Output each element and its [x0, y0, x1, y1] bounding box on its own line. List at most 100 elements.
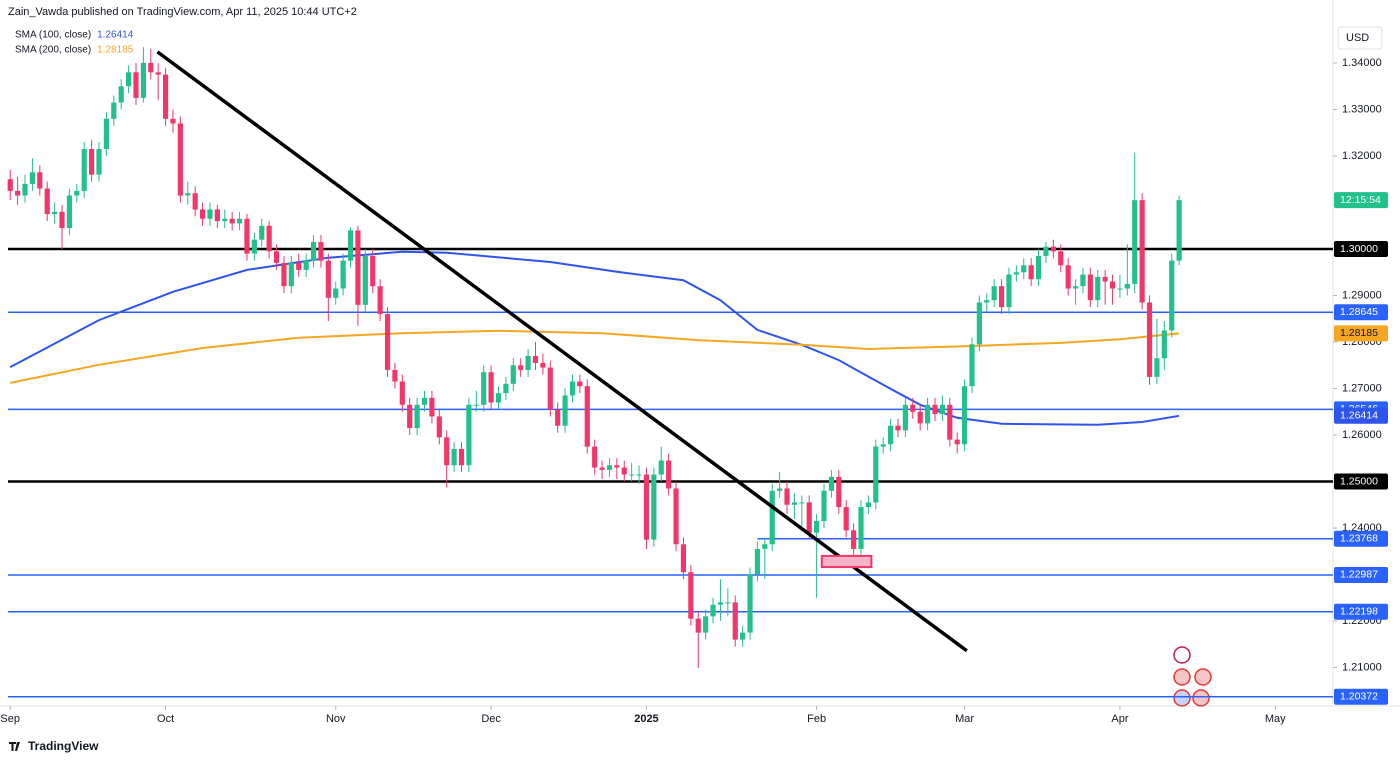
candle-body [259, 225, 265, 240]
candle-body [799, 502, 805, 504]
candle-body [44, 188, 50, 215]
event-icon[interactable] [1173, 668, 1191, 686]
level-label-bg [1334, 241, 1388, 258]
candle-body [155, 72, 161, 75]
candle-body [510, 365, 516, 384]
candle-body [458, 448, 465, 466]
sma-line [10, 329, 1180, 384]
candle-body [370, 255, 376, 287]
candle-body [1050, 246, 1056, 252]
candle-body [976, 302, 982, 345]
y-tick-label: 1.32000 [1342, 150, 1382, 162]
x-tick-label: Mar [955, 713, 974, 725]
candle-body [732, 602, 738, 640]
header: Zain_Vawda published on TradingView.com,… [8, 6, 357, 18]
candles [7, 47, 1182, 668]
sma-line [9, 250, 1180, 426]
event-icons [1173, 646, 1212, 707]
legend-label: SMA (200, close) [15, 45, 91, 56]
candle-body [1028, 265, 1034, 280]
event-icon[interactable] [1173, 646, 1191, 664]
candle-body [806, 502, 812, 533]
candle-body [836, 476, 842, 508]
candle-body [532, 355, 539, 363]
candle-body [547, 367, 553, 410]
candle-body [421, 397, 428, 405]
candle-body [1021, 265, 1027, 273]
candle-body [503, 383, 509, 394]
level-label-bg [1334, 688, 1388, 705]
x-tick-label: 2025 [634, 713, 658, 725]
candle-body [1095, 276, 1101, 301]
x-tick-label: Dec [481, 713, 501, 725]
candle-body [924, 404, 931, 424]
candle-body [865, 502, 871, 508]
candle-body [592, 446, 598, 468]
candle-body [384, 314, 391, 370]
candle-body [333, 288, 339, 298]
candle-body [1087, 274, 1093, 301]
candle-body [599, 467, 605, 470]
candle-body [362, 255, 368, 305]
candle-body [436, 416, 442, 438]
candle-body [1013, 272, 1019, 275]
candle-body [577, 381, 583, 387]
candle-body [569, 381, 576, 396]
candle-body [451, 448, 457, 466]
candle-body [1058, 251, 1064, 266]
event-icon[interactable] [1192, 689, 1210, 707]
candle-body [939, 404, 945, 415]
level-label-bg [1334, 473, 1388, 490]
event-icon[interactable] [1194, 668, 1212, 686]
candle-body [355, 230, 361, 305]
currency: USD [1346, 32, 1369, 44]
candle-body [1043, 246, 1049, 256]
candle-body [562, 395, 568, 426]
candle-body [74, 190, 80, 196]
y-tick-label: 1.29000 [1342, 289, 1382, 301]
candle-body [1176, 200, 1182, 261]
candle-body [392, 369, 398, 382]
candle-body [340, 260, 346, 289]
candle-body [636, 474, 642, 476]
candle-body [466, 404, 472, 466]
candle-body [303, 260, 309, 270]
candle-body [444, 437, 450, 466]
candle-body [296, 262, 302, 270]
candle-body [614, 465, 620, 468]
legend-value: 1.28185 [97, 45, 134, 56]
candle-body [59, 211, 65, 229]
candle-body [66, 195, 72, 229]
candle-body [828, 476, 834, 491]
candle-body [984, 300, 990, 303]
candle-body [658, 460, 664, 475]
candle-body [481, 372, 487, 405]
logo-icon [9, 742, 20, 751]
candle-body [680, 544, 687, 573]
candle-body [584, 386, 590, 447]
candle-body [15, 190, 21, 196]
level-label-bg [1334, 603, 1388, 620]
candle-body [310, 242, 317, 261]
candle-body [281, 262, 287, 287]
x-tick-label: Apr [1111, 713, 1128, 725]
event-icon[interactable] [1173, 689, 1191, 707]
candle-body [888, 425, 894, 445]
candle-body [688, 572, 694, 619]
candle-body [414, 404, 420, 429]
candle-body [495, 393, 502, 403]
currency-box[interactable] [1337, 26, 1383, 50]
candle-body [710, 604, 716, 617]
candle-body [777, 488, 783, 491]
candle-body [133, 72, 139, 98]
x-tick-label: Feb [807, 713, 826, 725]
candle-body [140, 63, 146, 98]
zone [820, 554, 873, 569]
y-tick-label: 1.26000 [1342, 429, 1382, 441]
candle-body [236, 218, 243, 224]
candle-body [961, 386, 968, 445]
candle-body [347, 230, 354, 261]
candle-body [695, 618, 701, 633]
candle-body [651, 474, 657, 540]
